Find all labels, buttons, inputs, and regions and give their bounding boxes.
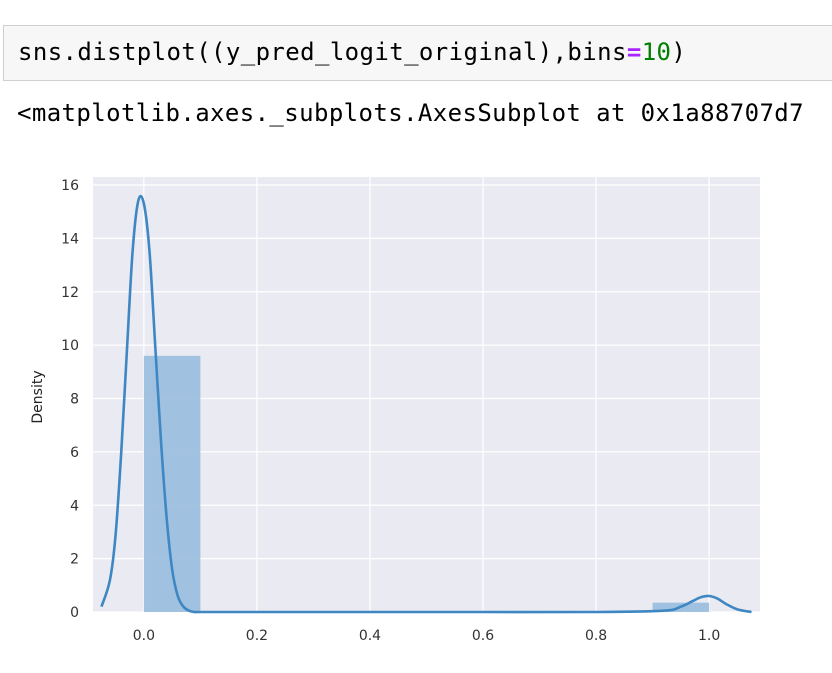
- y-axis-label: Density: [30, 370, 46, 423]
- y-tick-label: 0: [70, 605, 79, 621]
- y-tick-label: 8: [70, 392, 79, 408]
- y-tick-label: 14: [61, 231, 79, 247]
- x-tick-label: 0.6: [472, 628, 494, 644]
- x-tick-label: 0.0: [133, 628, 155, 644]
- code-operator: =: [626, 38, 642, 66]
- x-tick-label: 0.4: [359, 628, 381, 644]
- kde-line: [100, 194, 752, 614]
- plot-area: [93, 177, 760, 612]
- y-tick-label: 16: [61, 178, 79, 194]
- output-repr: <matplotlib.axes._subplots.AxesSubplot a…: [17, 99, 805, 127]
- y-tick-label: 6: [70, 445, 79, 461]
- code-cell[interactable]: sns.distplot((y_pred_logit_original),bin…: [3, 25, 832, 81]
- y-tick-label: 12: [61, 285, 79, 301]
- code-close-paren: ): [671, 38, 687, 66]
- distplot-chart: Density 0 2 4 6 8 10 12 14 16 0.0 0.2 0.4 0.6 0.8 1.0: [30, 177, 760, 644]
- y-tick-label: 4: [70, 498, 79, 514]
- x-tick-label: 1.0: [698, 628, 720, 644]
- x-tick-label: 0.8: [585, 628, 607, 644]
- code-line[interactable]: sns.distplot((y_pred_logit_original),bin…: [18, 38, 686, 66]
- y-tick-label: 10: [61, 338, 79, 354]
- y-tick-label: 2: [70, 552, 79, 568]
- code-number: 10: [641, 38, 672, 66]
- x-tick-label: 0.2: [246, 628, 268, 644]
- code-text: sns.distplot((y_pred_logit_original),bin…: [18, 38, 627, 66]
